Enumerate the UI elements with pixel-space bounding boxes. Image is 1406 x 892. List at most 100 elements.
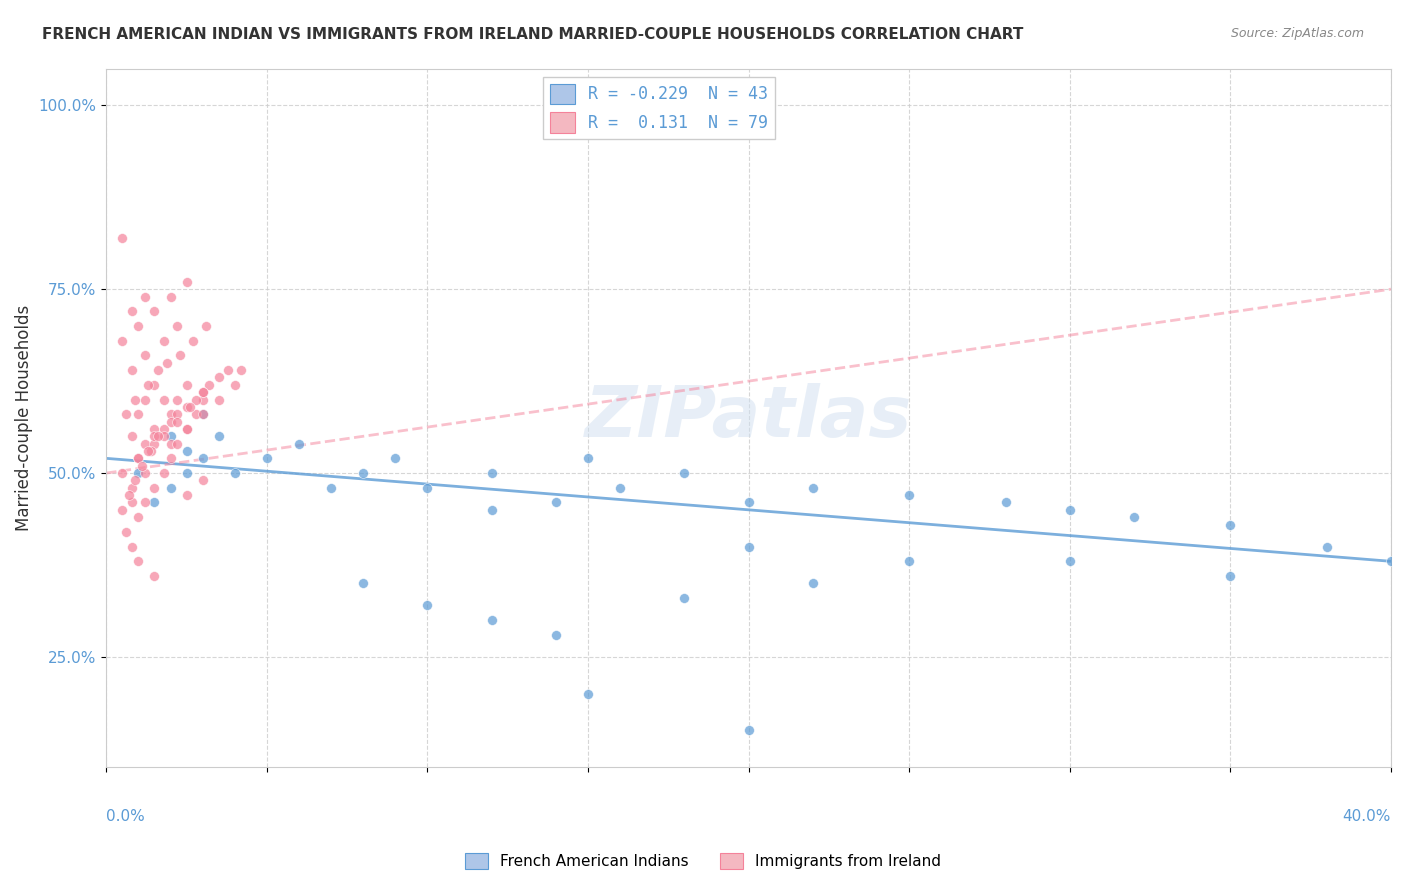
Point — [898, 488, 921, 502]
Point — [609, 481, 631, 495]
Point — [114, 524, 136, 539]
Point — [121, 304, 143, 318]
Point — [737, 723, 759, 738]
Point — [127, 318, 149, 333]
Point — [673, 591, 696, 606]
Point — [1379, 554, 1402, 568]
Point — [208, 429, 231, 443]
Point — [544, 495, 567, 509]
Text: FRENCH AMERICAN INDIAN VS IMMIGRANTS FROM IRELAND MARRIED-COUPLE HOUSEHOLDS CORR: FRENCH AMERICAN INDIAN VS IMMIGRANTS FRO… — [42, 27, 1024, 42]
Point — [166, 407, 188, 421]
Y-axis label: Married-couple Households: Married-couple Households — [15, 305, 32, 531]
Point — [111, 334, 134, 348]
Legend: R = -0.229  N = 43, R =  0.131  N = 79: R = -0.229 N = 43, R = 0.131 N = 79 — [543, 77, 775, 139]
Point — [159, 429, 181, 443]
Point — [118, 488, 141, 502]
Point — [416, 481, 439, 495]
Point — [288, 436, 311, 450]
Point — [169, 348, 191, 362]
Point — [143, 569, 166, 583]
Point — [191, 407, 214, 421]
Point — [481, 503, 503, 517]
Point — [737, 495, 759, 509]
Point — [186, 392, 208, 407]
Point — [176, 444, 198, 458]
Point — [131, 458, 153, 473]
Point — [159, 415, 181, 429]
Point — [127, 466, 149, 480]
Legend: French American Indians, Immigrants from Ireland: French American Indians, Immigrants from… — [460, 847, 946, 875]
Point — [481, 613, 503, 627]
Point — [111, 503, 134, 517]
Point — [159, 407, 181, 421]
Point — [111, 466, 134, 480]
Point — [156, 356, 179, 370]
Point — [176, 422, 198, 436]
Text: ZIPatlas: ZIPatlas — [585, 384, 912, 452]
Point — [352, 576, 374, 591]
Point — [176, 400, 198, 414]
Point — [191, 385, 214, 400]
Point — [176, 422, 198, 436]
Point — [384, 451, 406, 466]
Point — [673, 466, 696, 480]
Point — [1316, 540, 1339, 554]
Point — [1219, 517, 1241, 532]
Point — [994, 495, 1017, 509]
Point — [898, 554, 921, 568]
Point — [166, 436, 188, 450]
Point — [134, 348, 156, 362]
Point — [127, 510, 149, 524]
Point — [481, 466, 503, 480]
Point — [166, 392, 188, 407]
Point — [176, 275, 198, 289]
Point — [319, 481, 342, 495]
Point — [146, 363, 169, 377]
Point — [153, 334, 176, 348]
Point — [352, 466, 374, 480]
Point — [544, 628, 567, 642]
Point — [153, 429, 176, 443]
Point — [576, 687, 599, 701]
Point — [134, 392, 156, 407]
Point — [143, 481, 166, 495]
Point — [179, 400, 201, 414]
Point — [1123, 510, 1146, 524]
Point — [146, 429, 169, 443]
Point — [1059, 554, 1081, 568]
Point — [127, 554, 149, 568]
Point — [136, 377, 159, 392]
Point — [134, 466, 156, 480]
Point — [121, 481, 143, 495]
Point — [121, 540, 143, 554]
Point — [114, 407, 136, 421]
Point — [143, 422, 166, 436]
Point — [141, 444, 163, 458]
Point — [124, 474, 146, 488]
Point — [121, 363, 143, 377]
Point — [416, 599, 439, 613]
Point — [191, 407, 214, 421]
Text: 40.0%: 40.0% — [1343, 809, 1391, 824]
Point — [181, 334, 204, 348]
Point — [224, 377, 246, 392]
Point — [159, 289, 181, 303]
Point — [208, 392, 231, 407]
Point — [111, 230, 134, 244]
Point — [166, 415, 188, 429]
Point — [194, 318, 217, 333]
Point — [127, 451, 149, 466]
Point — [134, 289, 156, 303]
Point — [134, 495, 156, 509]
Point — [191, 385, 214, 400]
Point — [153, 422, 176, 436]
Point — [143, 436, 166, 450]
Point — [127, 451, 149, 466]
Point — [143, 304, 166, 318]
Point — [576, 451, 599, 466]
Point — [143, 429, 166, 443]
Point — [198, 377, 221, 392]
Point — [1219, 569, 1241, 583]
Point — [166, 318, 188, 333]
Point — [191, 474, 214, 488]
